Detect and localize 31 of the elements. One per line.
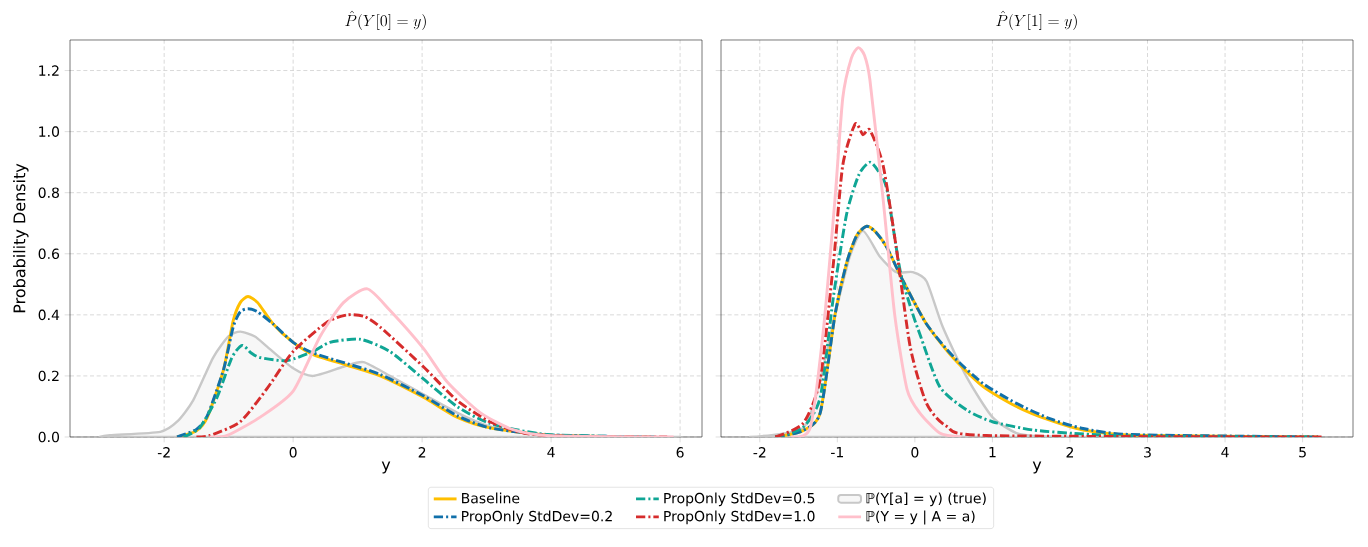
x-tick-label: 0 — [289, 447, 297, 458]
x-tick-label: 4 — [1221, 447, 1229, 458]
y-axis-title: Probability Density — [13, 163, 29, 313]
x-tick-label: -1 — [831, 447, 844, 458]
y-tick-label: 1.2 — [39, 65, 59, 76]
x-tick-label: -2 — [157, 447, 170, 458]
y-tick-label: 0.6 — [38, 248, 60, 260]
x-tick-label: 0 — [911, 447, 919, 458]
y-tick-label: 0.4 — [38, 309, 60, 321]
x-tick-label: 2 — [418, 447, 426, 458]
x-axis-title: y — [1032, 461, 1042, 474]
legend-label: PropOnly StdDev=1.0 — [664, 510, 815, 525]
legend-label: ℙ(Y[a] = y) (true) — [866, 492, 986, 507]
x-tick-label: 1 — [989, 447, 996, 458]
y-tick-label: 0.2 — [38, 370, 59, 382]
x-tick-label: 2 — [1066, 447, 1074, 458]
x-tick-label: 4 — [547, 447, 555, 458]
y-tick-label: 0.0 — [38, 431, 60, 443]
legend-label: PropOnly StdDev=0.2 — [462, 510, 612, 525]
legend-label: ℙ(Y = y | A = a) — [866, 510, 975, 525]
legend-label: Baseline — [462, 492, 520, 504]
x-tick-label: 5 — [1299, 447, 1306, 458]
x-tick-label: 3 — [1144, 447, 1151, 458]
chart-title: $\hat{P}(Y[0] = y)$ — [345, 10, 426, 30]
chart-title: $\hat{P}(Y[1] = y)$ — [996, 10, 1077, 30]
legend-label: PropOnly StdDev=0.5 — [664, 492, 815, 507]
x-tick-label: 6 — [676, 447, 684, 458]
x-tick-label: -2 — [753, 447, 766, 458]
x-axis-title: y — [381, 461, 391, 474]
y-tick-label: 0.8 — [38, 187, 59, 198]
y-tick-label: 1.0 — [39, 126, 60, 137]
